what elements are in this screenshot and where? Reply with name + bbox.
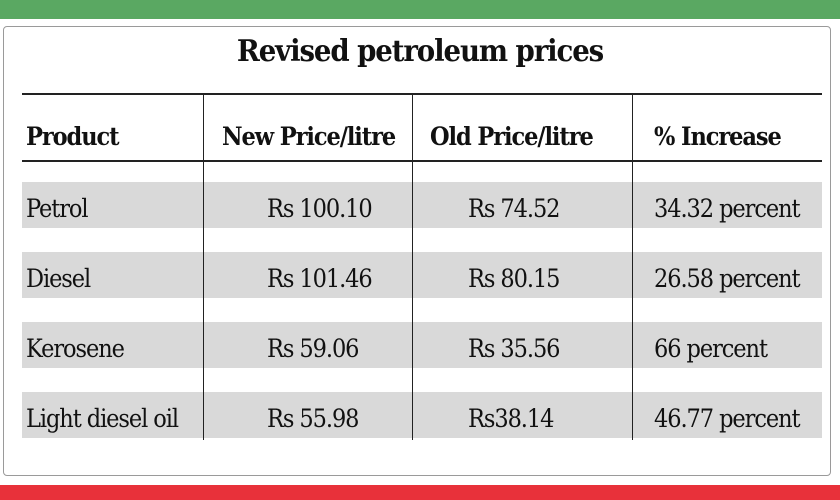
cell-new-price: Rs 55.98 [267, 404, 359, 433]
column-divider [632, 95, 633, 440]
cell-new-price: Rs 101.46 [267, 264, 373, 293]
row-stripe [22, 182, 822, 228]
column-header-increase: % Increase [654, 122, 782, 151]
cell-product: Diesel [26, 264, 91, 293]
cell-product: Petrol [26, 194, 89, 223]
column-header-old-price: Old Price/litre [430, 122, 594, 151]
cell-old-price: Rs 35.56 [468, 334, 560, 363]
header-divider [22, 160, 822, 162]
cell-increase: 66 percent [654, 334, 768, 363]
title-divider [22, 93, 822, 95]
cell-old-price: Rs38.14 [468, 404, 554, 433]
table-title: Revised petroleum prices [236, 34, 604, 69]
cell-product: Kerosene [26, 334, 125, 363]
cell-new-price: Rs 59.06 [267, 334, 359, 363]
row-stripe [22, 252, 822, 298]
column-header-new-price: New Price/litre [222, 122, 396, 151]
row-stripe [22, 322, 822, 368]
cell-old-price: Rs 80.15 [468, 264, 560, 293]
cell-increase: 34.32 percent [654, 194, 801, 223]
cell-old-price: Rs 74.52 [468, 194, 560, 223]
column-header-product: Product [26, 122, 119, 151]
cell-new-price: Rs 100.10 [267, 194, 373, 223]
cell-product: Light diesel oil [26, 404, 179, 433]
bottom-color-band [0, 485, 840, 500]
cell-increase: 26.58 percent [654, 264, 801, 293]
cell-increase: 46.77 percent [654, 404, 801, 433]
row-stripe [22, 392, 822, 438]
column-divider [412, 95, 413, 440]
top-color-band [0, 0, 840, 19]
column-divider [203, 95, 204, 440]
